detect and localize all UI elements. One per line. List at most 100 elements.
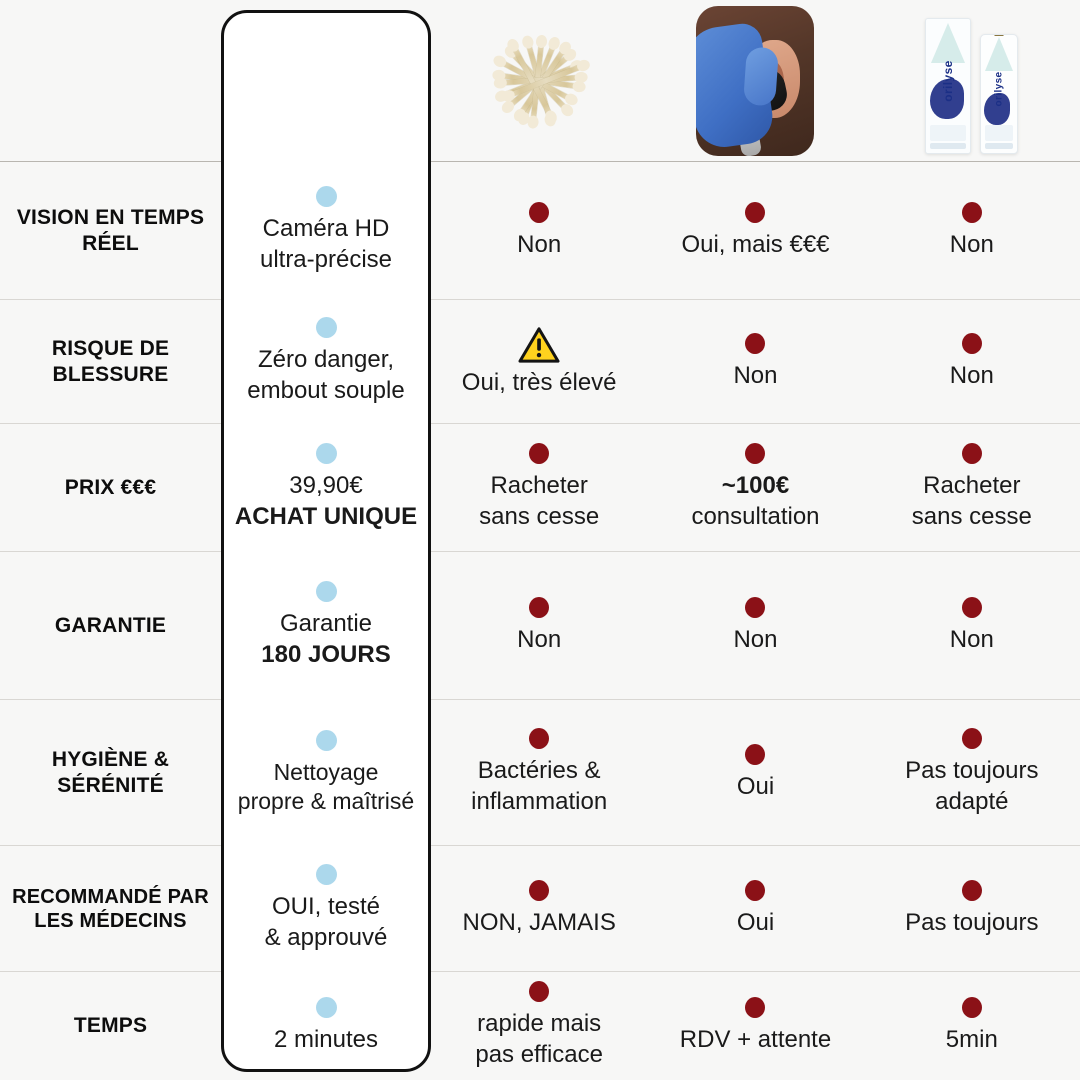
highlight-cell-garantie: Garantie 180 JOURS	[221, 552, 431, 700]
red-dot-icon	[961, 443, 982, 465]
red-dot-icon	[529, 728, 550, 750]
cell-doctor-prix: ~100€ consultation	[647, 424, 863, 552]
header-competitor-sprays: orilyse orilyse	[864, 0, 1080, 162]
feature-label-vision: VISION EN TEMPS RÉEL	[16, 206, 205, 255]
blue-dot-icon	[315, 729, 337, 751]
value-sprays-vision: Non	[949, 230, 994, 258]
row-divider	[0, 971, 1080, 972]
feature-label-risque: RISQUE DE BLESSURE	[51, 337, 170, 386]
highlight-cell-hygiene: Nettoyage propre & maîtrisé	[221, 700, 431, 846]
value-swabs-prix: Racheter sans cesse	[479, 472, 600, 530]
highlight-value-vision: Caméra HD ultra-précise	[259, 215, 393, 273]
cell-swabs-prix: Racheter sans cesse	[431, 424, 647, 552]
spray-bottles-icon: orilyse orilyse	[925, 8, 1019, 154]
highlight-value-temps: 2 minutes	[273, 1025, 379, 1053]
red-dot-icon	[961, 728, 982, 750]
value-sprays-prix: Racheter sans cesse	[911, 472, 1032, 530]
cell-swabs-garantie: Non	[431, 552, 647, 700]
highlight-cell-risque: Zéro danger, embout souple	[221, 300, 431, 424]
header-competitor-doctor	[647, 0, 863, 162]
red-dot-icon	[745, 743, 766, 765]
header-feature-cell	[0, 0, 221, 162]
value-swabs-vision: Non	[517, 230, 562, 258]
blue-dot-icon	[315, 186, 337, 208]
highlight-value-risque: Zéro danger, embout souple	[247, 346, 405, 404]
value-swabs-hygiene: Bactéries & inflammation	[471, 757, 608, 815]
red-dot-icon	[529, 596, 550, 618]
row-divider	[0, 161, 1080, 162]
value-swabs-garantie: Non	[517, 625, 562, 653]
value-doctor-vision: Oui, mais €€€	[681, 230, 830, 258]
doctor-otoscope-image	[647, 0, 863, 162]
value-doctor-medecins: Oui	[736, 908, 775, 936]
highlight-cell-prix: 39,90€ ACHAT UNIQUE	[221, 424, 431, 552]
red-dot-icon	[961, 201, 982, 223]
cell-swabs-vision: Non	[431, 162, 647, 300]
blue-dot-icon	[315, 996, 337, 1018]
cell-swabs-hygiene: Bactéries & inflammation	[431, 700, 647, 846]
cell-sprays-risque: Non	[864, 300, 1080, 424]
blue-dot-icon	[315, 581, 337, 603]
red-dot-icon	[961, 596, 982, 618]
cell-doctor-garantie: Non	[647, 552, 863, 700]
cell-sprays-prix: Racheter sans cesse	[864, 424, 1080, 552]
header-highlight-cell	[221, 0, 431, 162]
row-divider	[0, 299, 1080, 300]
spray-can-brand-label: orilyse	[993, 71, 1005, 107]
spray-brand-label: orilyse	[941, 59, 956, 102]
feature-label-garantie: GARANTIE	[54, 614, 167, 638]
header-competitor-cotton-swabs	[431, 0, 647, 162]
feature-label-hygiene: HYGIÈNE & SÉRÉNITÉ	[51, 748, 170, 797]
value-doctor-risque: Non	[733, 361, 778, 389]
red-dot-icon	[529, 201, 550, 223]
red-dot-icon	[529, 879, 550, 901]
highlight-value-prix: 39,90€	[289, 472, 363, 500]
red-dot-icon	[529, 981, 550, 1003]
cell-sprays-vision: Non	[864, 162, 1080, 300]
value-sprays-hygiene: Pas toujours adapté	[905, 757, 1039, 815]
row-divider	[0, 699, 1080, 700]
value-swabs-risque: Oui, très élevé	[461, 368, 617, 396]
cell-doctor-medecins: Oui	[647, 846, 863, 972]
cell-doctor-vision: Oui, mais €€€	[647, 162, 863, 300]
row-divider	[0, 423, 1080, 424]
red-dot-icon	[745, 332, 766, 354]
cell-swabs-temps: rapide mais pas efficace	[431, 972, 647, 1080]
cotton-swabs-image	[431, 0, 647, 162]
cell-sprays-medecins: Pas toujours	[864, 846, 1080, 972]
feature-label-temps: TEMPS	[73, 1014, 148, 1038]
red-dot-icon	[961, 332, 982, 354]
cell-swabs-risque: Oui, très élevé	[431, 300, 647, 424]
red-dot-icon	[745, 996, 766, 1018]
red-dot-icon	[745, 443, 766, 465]
red-dot-icon	[745, 201, 766, 223]
row-divider	[0, 551, 1080, 552]
warning-triangle-icon	[518, 326, 560, 363]
feature-label-medecins: RECOMMANDÉ PAR LES MÉDECINS	[12, 885, 209, 932]
blue-dot-icon	[315, 864, 337, 886]
highlight-cell-temps: 2 minutes	[221, 972, 431, 1080]
spray-box: orilyse	[925, 18, 972, 154]
cotton-swabs-icon	[464, 16, 614, 146]
value-doctor-hygiene: Oui	[736, 772, 775, 800]
value-doctor-temps: RDV + attente	[679, 1025, 832, 1053]
value-sprays-garantie: Non	[949, 625, 994, 653]
highlight-value-garantie-bold: 180 JOURS	[261, 641, 391, 668]
highlight-value-garantie: Garantie	[279, 610, 373, 638]
otoscope-icon	[696, 6, 815, 156]
red-dot-icon	[961, 996, 982, 1018]
cell-swabs-medecins: NON, JAMAIS	[431, 846, 647, 972]
highlight-cell-vision: Caméra HD ultra-précise	[221, 162, 431, 300]
cell-doctor-risque: Non	[647, 300, 863, 424]
cell-doctor-temps: RDV + attente	[647, 972, 863, 1080]
feature-label-prix: PRIX €€€	[64, 476, 157, 500]
value-doctor-garantie: Non	[733, 625, 778, 653]
value-swabs-medecins: NON, JAMAIS	[462, 908, 616, 936]
value-swabs-temps: rapide mais pas efficace	[475, 1010, 603, 1068]
highlight-value-prix-bold: ACHAT UNIQUE	[234, 503, 418, 530]
value-sprays-risque: Non	[949, 361, 994, 389]
cell-sprays-hygiene: Pas toujours adapté	[864, 700, 1080, 846]
blue-dot-icon	[315, 443, 337, 465]
value-sprays-temps: 5min	[945, 1025, 998, 1053]
